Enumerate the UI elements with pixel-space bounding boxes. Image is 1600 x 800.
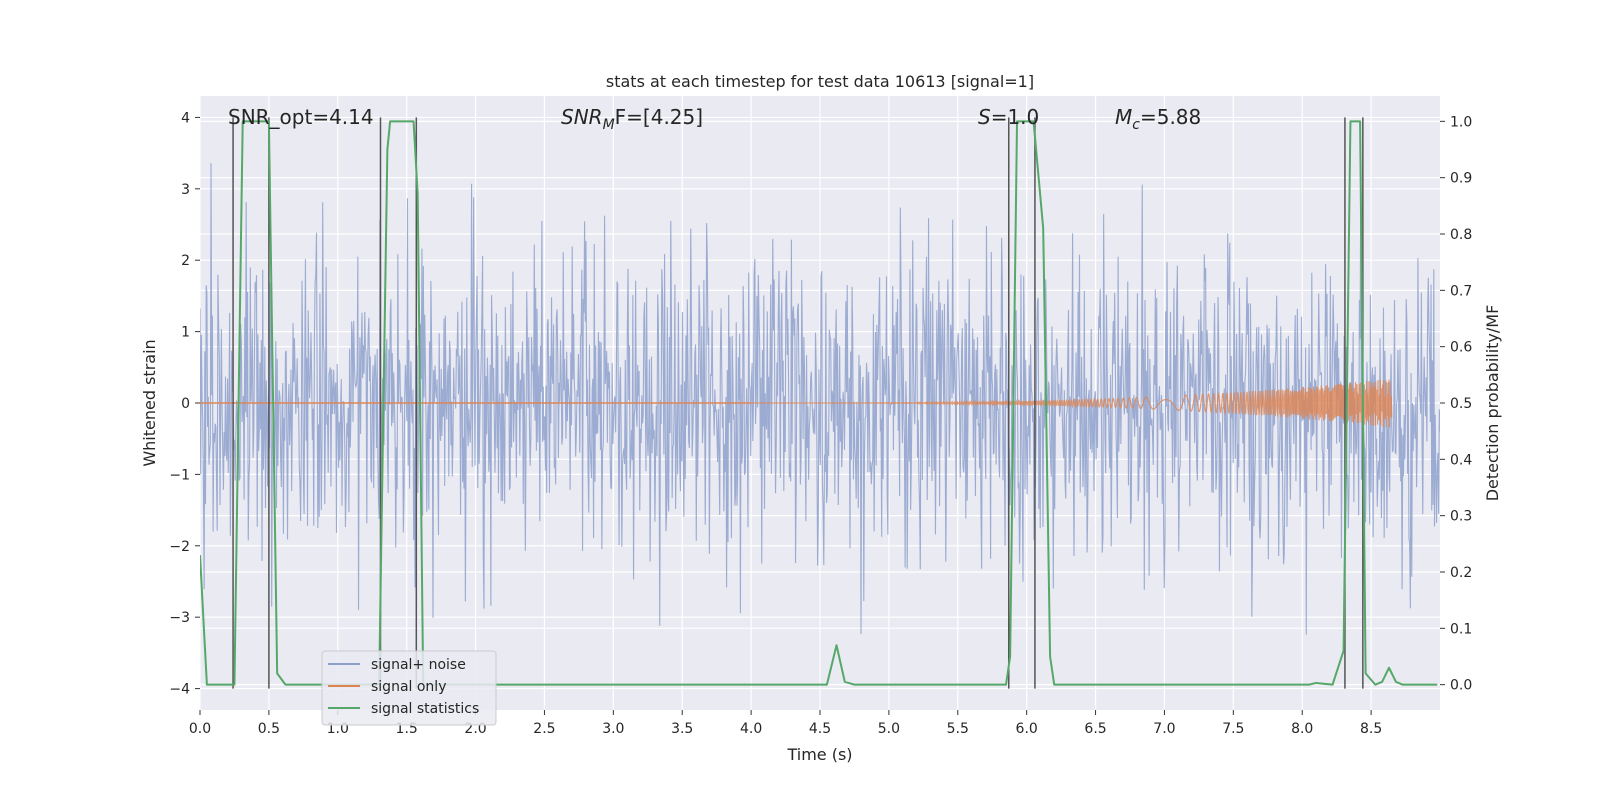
- x-axis-label: Time (s): [786, 745, 852, 764]
- y2-tick-label: 0.6: [1450, 340, 1472, 356]
- s-value: =1.0: [991, 105, 1040, 129]
- legend-label-signal: signal only: [371, 679, 446, 695]
- y2-tick-label: 0.2: [1450, 565, 1472, 581]
- y-tick-label: −3: [169, 610, 190, 626]
- s-symbol: S: [978, 105, 991, 129]
- noise-trace: [200, 163, 1440, 635]
- mc-sub: c: [1132, 117, 1140, 133]
- legend: signal+ noise signal only signal statist…: [321, 650, 497, 726]
- y2-tick-label: 0.5: [1450, 396, 1472, 412]
- x-tick-label: 6.5: [1084, 721, 1106, 737]
- chart-title: stats at each timestep for test data 106…: [606, 72, 1034, 91]
- signal-statistics-line: [200, 120, 1438, 686]
- y2-tick-label: 0.0: [1450, 678, 1472, 694]
- y2-axis-label: Detection probability/MF: [1483, 305, 1502, 502]
- snr-mf-rest: F=[4.25]: [615, 105, 703, 129]
- y2-tick-label: 0.8: [1450, 227, 1472, 243]
- y-axis-label: Whitened strain: [140, 339, 159, 466]
- y2-tick-label: 0.4: [1450, 452, 1472, 468]
- signal-only-trace: [751, 379, 1393, 428]
- y-tick-label: −2: [169, 539, 190, 555]
- y2-tick-label: 0.1: [1450, 621, 1472, 637]
- x-tick-label: 3.5: [671, 721, 693, 737]
- x-tick-label: 8.5: [1360, 721, 1382, 737]
- snr-mf-sub: M: [603, 117, 615, 133]
- x-tick-label: 5.0: [878, 721, 900, 737]
- x-tick-label: 8.0: [1291, 721, 1313, 737]
- y2-tick-label: 0.3: [1450, 509, 1472, 525]
- y2-tick-label: 0.7: [1450, 283, 1472, 299]
- x-tick-label: 2.5: [533, 721, 555, 737]
- y-axis-ticks: 4 3 2 1 0 −1 −2 −3 −4: [169, 110, 200, 698]
- annotation-snr-opt: SNR_opt=4.14: [228, 105, 374, 129]
- x-tick-label: 6.0: [1016, 721, 1038, 737]
- y2-tick-label: 0.9: [1450, 171, 1472, 187]
- annotation-mc: Mc=5.88: [1115, 105, 1201, 133]
- x-tick-label: 7.0: [1153, 721, 1175, 737]
- x-tick-label: 0.5: [258, 721, 280, 737]
- annotation-s: S=1.0: [978, 105, 1039, 129]
- signal-noise-series: [200, 163, 1440, 635]
- y-tick-label: 2: [181, 253, 190, 269]
- y-tick-label: 1: [181, 325, 190, 341]
- annotation-snr-mf: SNRMF=[4.25]: [561, 105, 703, 133]
- y-tick-label: −4: [169, 682, 190, 698]
- x-tick-label: 7.5: [1222, 721, 1244, 737]
- y-tick-label: 3: [181, 182, 190, 198]
- signal-only-series: [200, 379, 1393, 428]
- mc-symbol: M: [1115, 105, 1132, 129]
- x-tick-label: 5.5: [947, 721, 969, 737]
- x-tick-label: 4.0: [740, 721, 762, 737]
- x-tick-label: 0.0: [189, 721, 211, 737]
- y-tick-label: −1: [169, 467, 190, 483]
- legend-label-noise: signal+ noise: [371, 657, 466, 673]
- y-tick-label: 0: [181, 396, 190, 412]
- y-tick-label: 4: [181, 110, 190, 126]
- legend-label-stats: signal statistics: [371, 701, 479, 717]
- signal-statistics-series: [200, 120, 1438, 686]
- y2-tick-label: 1.0: [1450, 114, 1472, 130]
- y2-axis-ticks: 1.0 0.9 0.8 0.7 0.6 0.5 0.4 0.3 0.2 0.1 0.0: [1440, 114, 1472, 694]
- legend-box: [321, 650, 497, 726]
- mc-value: =5.88: [1140, 105, 1201, 129]
- x-tick-label: 3.0: [602, 721, 624, 737]
- x-tick-label: 4.5: [809, 721, 831, 737]
- snr-mf-main: SNR: [561, 105, 603, 129]
